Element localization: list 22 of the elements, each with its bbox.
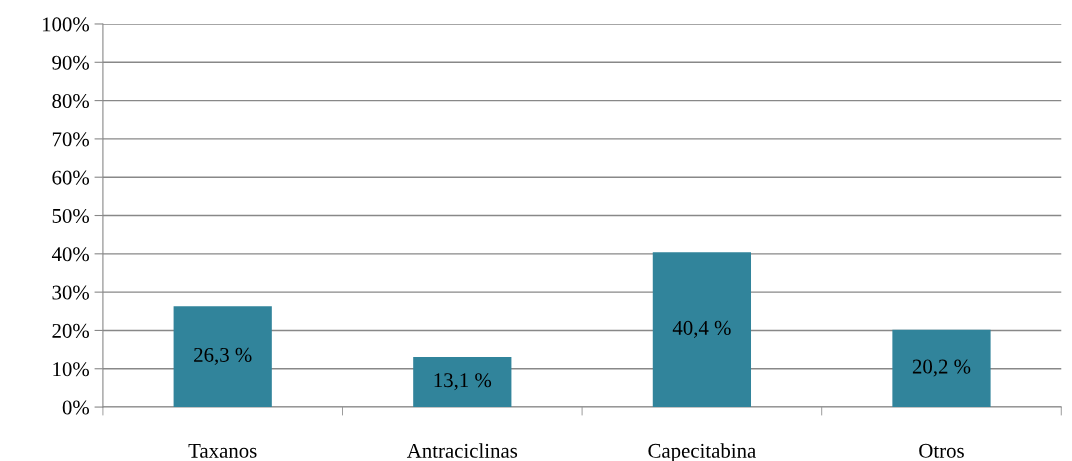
data-label: 40,4 % [672,320,731,338]
data-label: 20,2 % [912,359,971,377]
bar [652,252,752,408]
x-tick-label: Taxanos [188,443,257,458]
x-tick-label: Antraciclinas [406,443,518,458]
bar [413,356,512,408]
data-label: 26,3 % [194,347,252,365]
y-tick-label: 40% [51,247,90,262]
y-tick-label: 30% [52,285,90,300]
data-label: 13,1 % [434,373,492,391]
y-tick-label: 0% [62,400,90,415]
y-tick-label: 100% [42,17,90,32]
y-tick-label: 20% [52,323,90,338]
bar [173,306,272,408]
y-tick-label: 70% [52,132,90,147]
y-tick-label: 80% [52,93,90,109]
y-tick-label: 10% [53,362,90,377]
y-tick-label: 60% [52,170,90,185]
x-tick-label: Otros [919,443,964,458]
bar [892,329,991,408]
y-tick-label: 90% [52,55,90,70]
y-tick-label: 50% [52,208,90,224]
